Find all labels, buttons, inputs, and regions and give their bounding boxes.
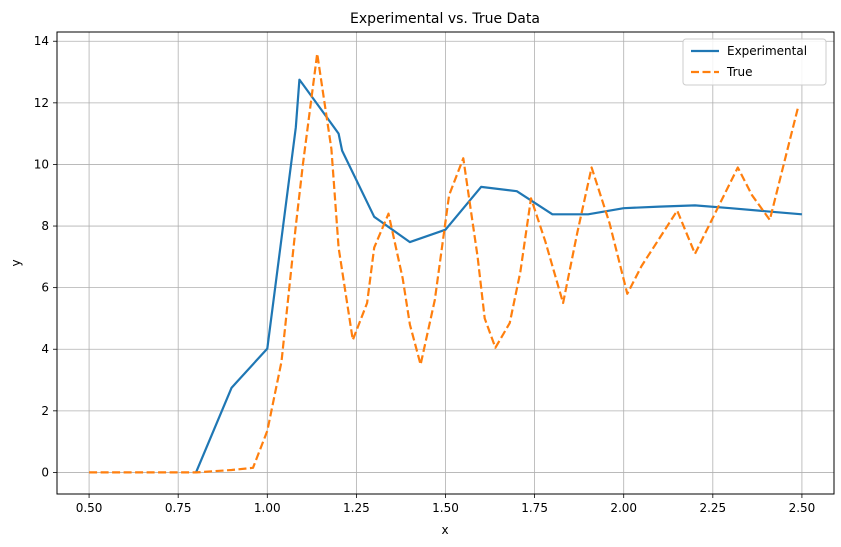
x-tick-label: 2.00	[610, 501, 637, 515]
y-tick-label: 2	[41, 404, 49, 418]
series-line-experimental	[194, 78, 802, 473]
x-axis-title: x	[441, 523, 448, 537]
legend-label-experimental: Experimental	[727, 44, 807, 58]
chart-title: Experimental vs. True Data	[350, 11, 540, 27]
y-axis-title: y	[9, 259, 23, 266]
y-tick-label: 12	[34, 96, 49, 110]
y-tick-label: 14	[34, 34, 49, 48]
legend: Experimental True	[682, 38, 827, 86]
x-tick-label: 1.50	[432, 501, 459, 515]
y-tick-label: 0	[41, 465, 49, 479]
series-line-true	[89, 52, 800, 474]
x-tick-label: 0.50	[76, 501, 103, 515]
x-tick-label: 1.25	[343, 501, 370, 515]
x-tick-label: 1.75	[521, 501, 548, 515]
legend-label-true: True	[726, 65, 753, 79]
x-tick-label: 2.50	[789, 501, 816, 515]
y-tick-label: 4	[41, 342, 49, 356]
y-tick-label: 10	[34, 157, 49, 171]
x-tick-label: 0.75	[165, 501, 192, 515]
x-tick-label: 1.00	[254, 501, 281, 515]
x-tick-label: 2.25	[699, 501, 726, 515]
y-tick-label: 8	[41, 219, 49, 233]
y-tick-label: 6	[41, 281, 49, 295]
series-layer	[89, 52, 802, 474]
axes: 0.50 0.75 1.00 1.25 1.50 1.75 2.00 2.25 2.50 0 2 4 6…	[34, 34, 816, 515]
